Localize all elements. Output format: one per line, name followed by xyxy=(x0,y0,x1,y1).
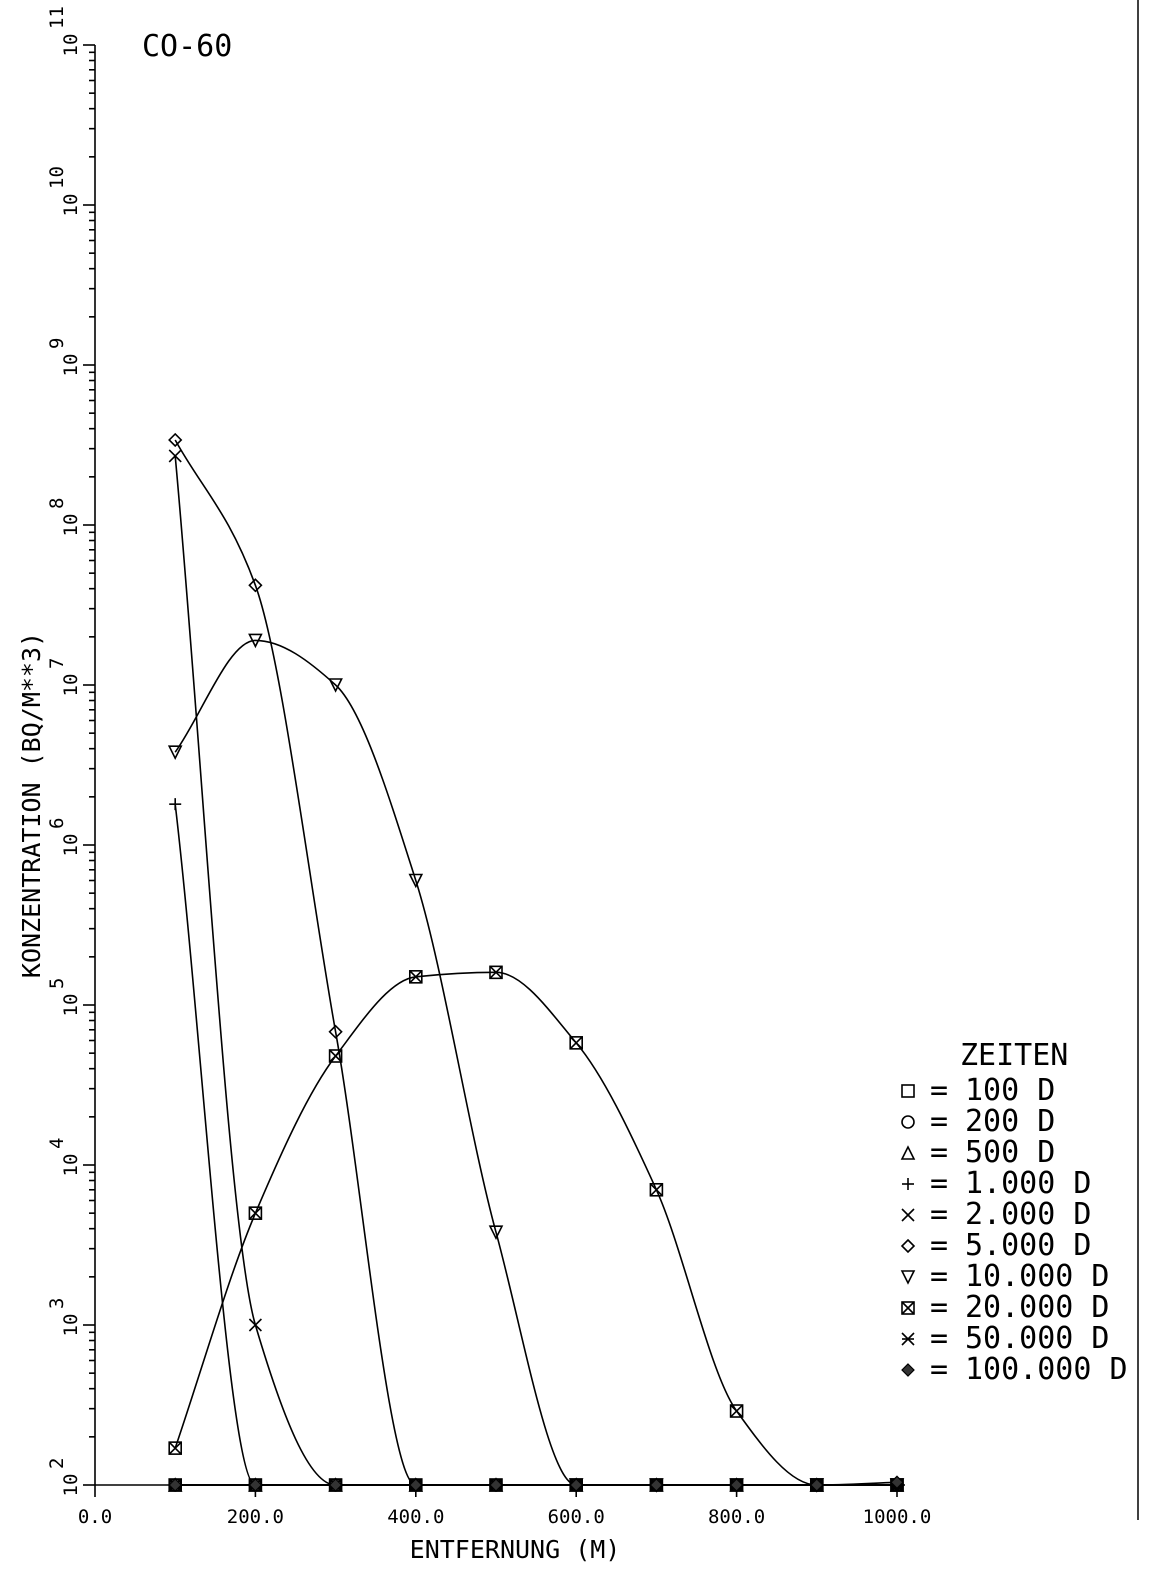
chart-title: CO-60 xyxy=(142,29,232,64)
legend-label: 200 D xyxy=(965,1104,1055,1139)
y-tick-base: 10 xyxy=(60,674,82,697)
y-tick-base: 10 xyxy=(60,34,82,57)
data-point xyxy=(249,1207,261,1219)
y-tick-exponent: 9 xyxy=(46,338,68,349)
legend-label: 20.000 D xyxy=(965,1290,1110,1325)
legend-equals: = xyxy=(930,1290,948,1325)
series-line xyxy=(175,640,897,1485)
legend-equals: = xyxy=(930,1135,948,1170)
legend-marker xyxy=(902,1209,914,1221)
data-point xyxy=(731,1405,743,1417)
x-tick-label: 400.0 xyxy=(387,1506,444,1528)
y-tick-base: 10 xyxy=(60,1474,82,1497)
y-tick-base: 10 xyxy=(60,194,82,217)
y-tick-label: 102 xyxy=(46,1458,82,1497)
y-tick-label: 106 xyxy=(46,818,82,857)
legend-equals: = xyxy=(930,1104,948,1139)
y-tick-exponent: 10 xyxy=(46,166,68,189)
legend-title: ZEITEN xyxy=(960,1038,1068,1073)
x-tick-label: 600.0 xyxy=(548,1506,605,1528)
legend-marker xyxy=(902,1240,914,1252)
legend-label: 5.000 D xyxy=(965,1228,1091,1263)
legend-equals: = xyxy=(930,1321,948,1356)
legend-label: 100.000 D xyxy=(965,1352,1128,1387)
y-tick-exponent: 7 xyxy=(46,658,68,669)
x-axis-title: ENTFERNUNG (M) xyxy=(410,1535,621,1564)
legend-label: 500 D xyxy=(965,1135,1055,1170)
y-tick-base: 10 xyxy=(60,1314,82,1337)
y-tick-label: 109 xyxy=(46,338,82,377)
data-point xyxy=(570,1037,582,1049)
legend-marker xyxy=(902,1178,914,1190)
y-tick-label: 103 xyxy=(46,1298,82,1337)
legend-label: 2.000 D xyxy=(965,1197,1091,1232)
y-tick-label: 104 xyxy=(46,1138,82,1177)
x-tick-label: 1000.0 xyxy=(863,1506,932,1528)
y-tick-label: 107 xyxy=(46,658,82,697)
series-line xyxy=(175,1482,897,1485)
axes: 0.0 200.0 400.0 600.0 800.0 1000.010210310410… xyxy=(46,6,931,1528)
legend-marker xyxy=(902,1302,914,1314)
data-point xyxy=(650,1184,662,1196)
legend-equals: = xyxy=(930,1166,948,1201)
y-tick-exponent: 3 xyxy=(46,1298,68,1309)
curves xyxy=(175,440,897,1485)
legend-marker xyxy=(902,1085,914,1097)
legend-equals: = xyxy=(930,1197,948,1232)
y-tick-exponent: 8 xyxy=(46,498,68,509)
y-tick-exponent: 5 xyxy=(46,978,68,989)
y-tick-base: 10 xyxy=(60,1154,82,1177)
legend-marker xyxy=(902,1364,914,1376)
y-tick-exponent: 11 xyxy=(46,6,68,29)
legend-label: 100 D xyxy=(965,1073,1055,1108)
legend-marker xyxy=(902,1271,914,1283)
y-tick-base: 10 xyxy=(60,994,82,1017)
y-tick-exponent: 4 xyxy=(46,1138,68,1149)
data-point xyxy=(169,798,181,810)
data-point xyxy=(169,746,181,758)
series-line xyxy=(175,804,897,1485)
y-tick-base: 10 xyxy=(60,514,82,537)
legend-label: 1.000 D xyxy=(965,1166,1091,1201)
y-tick-exponent: 6 xyxy=(46,818,68,829)
legend-equals: = xyxy=(930,1228,948,1263)
y-tick-label: 108 xyxy=(46,498,82,537)
y-tick-exponent: 2 xyxy=(46,1458,68,1469)
legend-marker xyxy=(902,1147,914,1159)
series-line xyxy=(175,456,897,1485)
legend: ZEITEN = 100 D = 200 D = 500 D = 1.000 D = 2.000 … xyxy=(902,1038,1128,1387)
y-tick-base: 10 xyxy=(60,354,82,377)
series-line xyxy=(175,440,897,1485)
y-axis-title: KONZENTRATION (BQ/M**3) xyxy=(17,632,46,978)
x-tick-label: 800.0 xyxy=(708,1506,765,1528)
x-tick-label: 0.0 xyxy=(78,1506,112,1528)
legend-equals: = xyxy=(930,1073,948,1108)
markers xyxy=(169,434,903,1491)
legend-label: 10.000 D xyxy=(965,1259,1110,1294)
legend-equals: = xyxy=(930,1259,948,1294)
legend-marker xyxy=(902,1116,914,1128)
data-point xyxy=(169,434,181,446)
legend-equals: = xyxy=(930,1352,948,1387)
data-point xyxy=(249,1319,261,1331)
y-tick-base: 10 xyxy=(60,834,82,857)
x-tick-label: 200.0 xyxy=(227,1506,284,1528)
legend-label: 50.000 D xyxy=(965,1321,1110,1356)
data-point xyxy=(169,1442,181,1454)
legend-marker xyxy=(902,1333,914,1345)
y-tick-label: 105 xyxy=(46,978,82,1017)
